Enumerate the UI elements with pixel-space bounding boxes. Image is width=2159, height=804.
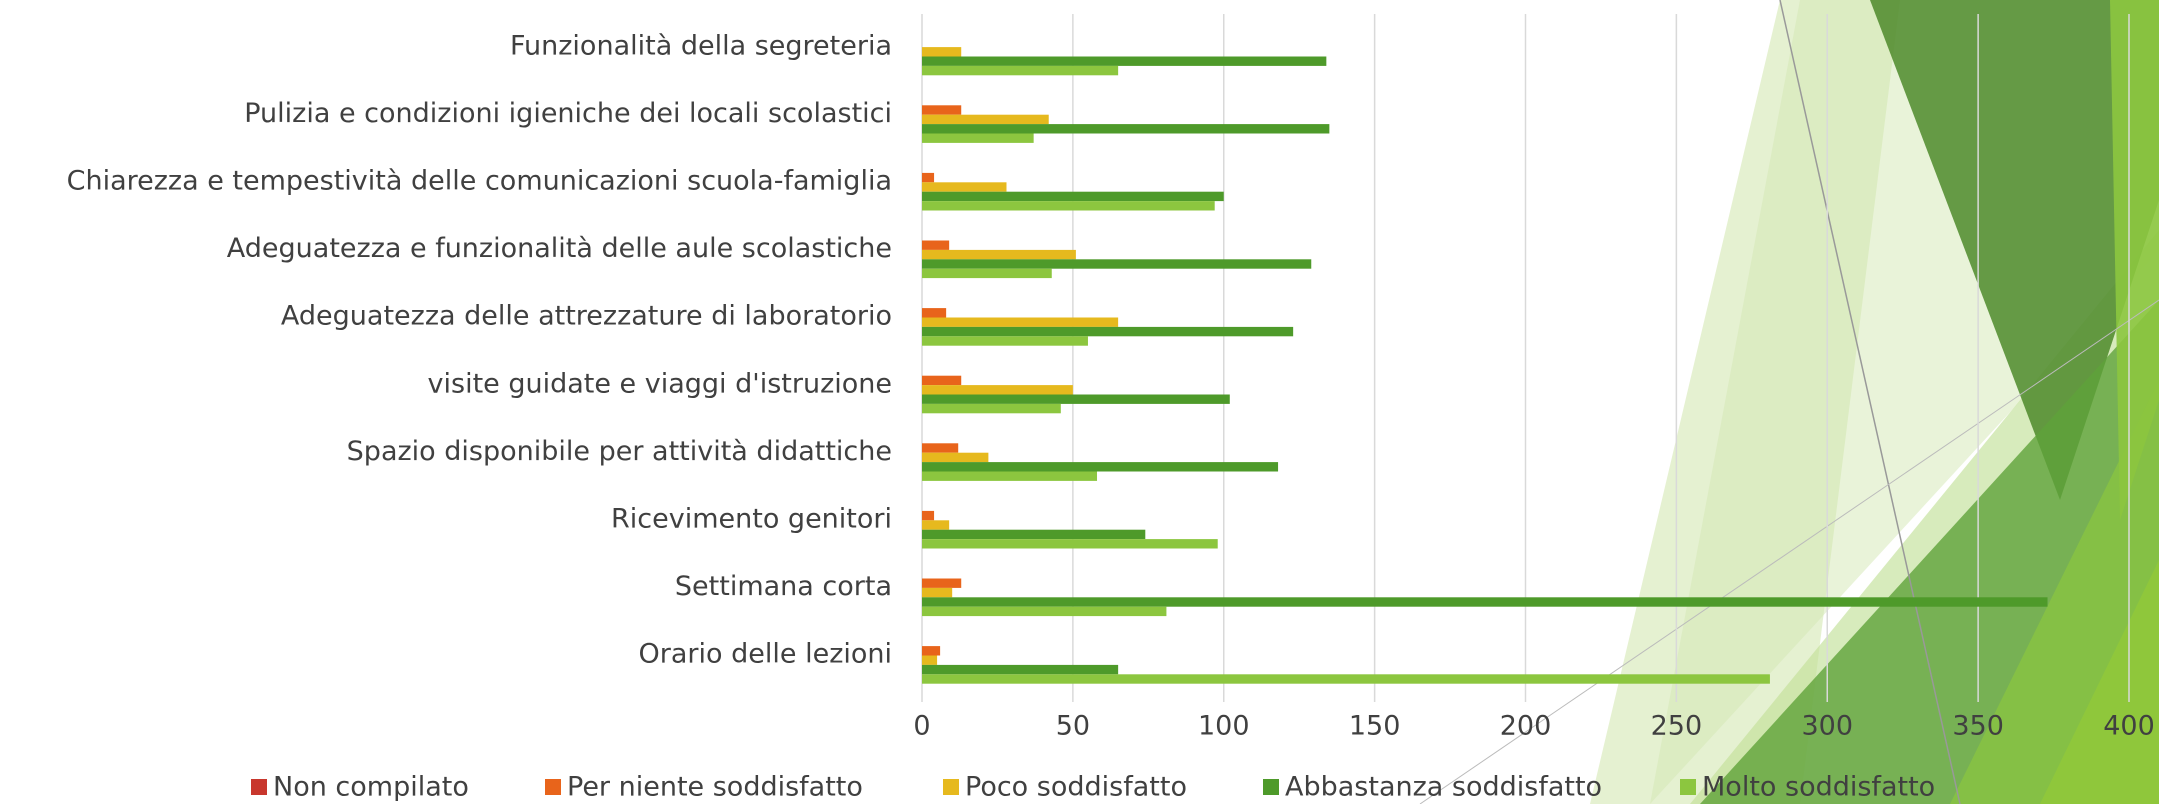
legend-swatch <box>251 779 267 795</box>
bar <box>922 191 1224 202</box>
bar <box>922 529 1146 540</box>
x-tick-label: 300 <box>1801 711 1853 742</box>
bar <box>922 578 962 588</box>
bar <box>922 114 1049 125</box>
y-tick-label: Orario delle lezioni <box>639 639 892 670</box>
legend-swatch <box>545 779 561 795</box>
bar <box>922 317 1119 327</box>
x-tick-label: 150 <box>1349 711 1401 742</box>
x-tick-label: 400 <box>2103 711 2155 742</box>
bar <box>922 462 1279 472</box>
x-tick-label: 200 <box>1500 711 1552 742</box>
bar <box>922 674 1770 684</box>
bar <box>922 375 962 386</box>
x-tick-label: 50 <box>1056 711 1090 742</box>
y-tick-label: Adeguatezza e funzionalità delle aule sc… <box>227 233 892 264</box>
bar <box>922 182 1007 192</box>
bar <box>922 47 962 57</box>
x-tick-label: 250 <box>1651 711 1703 742</box>
bar <box>922 56 1327 66</box>
bar <box>922 240 950 250</box>
bar <box>922 172 935 183</box>
bar <box>922 539 1218 549</box>
x-tick-label: 350 <box>1952 711 2004 742</box>
bar <box>922 65 1119 76</box>
bar <box>922 597 2048 607</box>
bar <box>922 452 989 463</box>
bar <box>922 606 1167 617</box>
y-tick-label: Funzionalità della segreteria <box>510 30 892 61</box>
bar <box>922 385 1073 395</box>
bar <box>922 326 1294 337</box>
y-tick-label: visite guidate e viaggi d'istruzione <box>428 368 892 399</box>
bar <box>922 268 1052 279</box>
bar <box>922 471 1098 481</box>
y-tick-label: Pulizia e condizioni igieniche dei local… <box>244 98 892 129</box>
legend-label: Abbastanza soddisfatto <box>1285 772 1602 803</box>
legend-swatch <box>1680 779 1696 795</box>
bar <box>922 664 1119 675</box>
legend-label: Non compilato <box>273 772 469 803</box>
legend-swatch <box>1263 779 1279 795</box>
x-tick-label: 0 <box>913 711 930 742</box>
bar <box>922 403 1061 414</box>
bar <box>922 105 962 115</box>
y-tick-label: Adeguatezza delle attrezzature di labora… <box>281 301 892 332</box>
legend-label: Molto soddisfatto <box>1702 772 1935 803</box>
y-tick-label: Settimana corta <box>675 571 892 602</box>
bar <box>922 201 1215 211</box>
bar <box>922 124 1330 134</box>
bar <box>922 394 1230 404</box>
x-tick-label: 100 <box>1198 711 1250 742</box>
bar <box>922 655 938 665</box>
bar <box>922 587 953 598</box>
legend-label: Per niente soddisfatto <box>567 772 863 803</box>
y-tick-label: Chiarezza e tempestività delle comunicaz… <box>67 166 892 197</box>
bar <box>922 646 941 656</box>
bar <box>922 520 950 530</box>
bar <box>922 336 1088 346</box>
bar <box>922 308 947 318</box>
bar <box>922 443 959 453</box>
bar <box>922 249 1076 260</box>
y-tick-label: Spazio disponibile per attività didattic… <box>347 436 892 467</box>
bar <box>922 133 1034 143</box>
legend-label: Poco soddisfatto <box>965 772 1187 803</box>
bar <box>922 259 1312 269</box>
legend-swatch <box>943 779 959 795</box>
y-tick-label: Ricevimento genitori <box>611 504 892 535</box>
bar <box>922 510 935 521</box>
